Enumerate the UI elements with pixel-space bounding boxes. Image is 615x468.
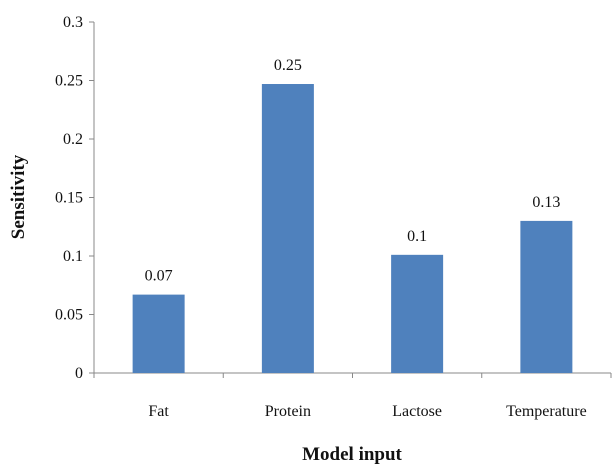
x-axis: Fat Protein Lactose Temperature (93, 372, 612, 420)
bar-lactose (391, 254, 444, 373)
x-tick-label: Temperature (506, 403, 587, 420)
data-label: 0.1 (407, 228, 427, 245)
x-tick-label: Lactose (392, 403, 442, 420)
y-tick-label: 0.2 (63, 131, 83, 148)
x-axis-title: Model input (302, 444, 402, 465)
data-label: 0.07 (145, 268, 173, 285)
y-tick-label: 0 (75, 365, 83, 382)
y-tick-label: 0.25 (55, 73, 83, 90)
y-tick-label: 0.15 (55, 190, 83, 207)
y-tick-label: 0.05 (55, 307, 83, 324)
y-tick-label: 0.3 (63, 14, 83, 31)
data-label: 0.25 (274, 57, 302, 74)
y-tick-label: 0.1 (63, 248, 83, 265)
bar-fat (132, 294, 185, 373)
bars (132, 84, 573, 373)
y-axis: 0 0.05 0.1 0.15 0.2 0.25 0.3 (55, 14, 95, 382)
data-labels: 0.07 0.25 0.1 0.13 (145, 57, 561, 285)
x-tick-label: Protein (265, 403, 311, 420)
bar-protein (261, 84, 314, 373)
x-axis-ticks: Fat Protein Lactose Temperature (93, 373, 612, 420)
y-axis-ticks: 0 0.05 0.1 0.15 0.2 0.25 0.3 (55, 14, 94, 382)
data-label: 0.13 (532, 194, 560, 211)
x-tick-label: Fat (148, 403, 169, 420)
bar-temperature (520, 220, 573, 373)
y-axis-title: Sensitivity (8, 154, 29, 239)
